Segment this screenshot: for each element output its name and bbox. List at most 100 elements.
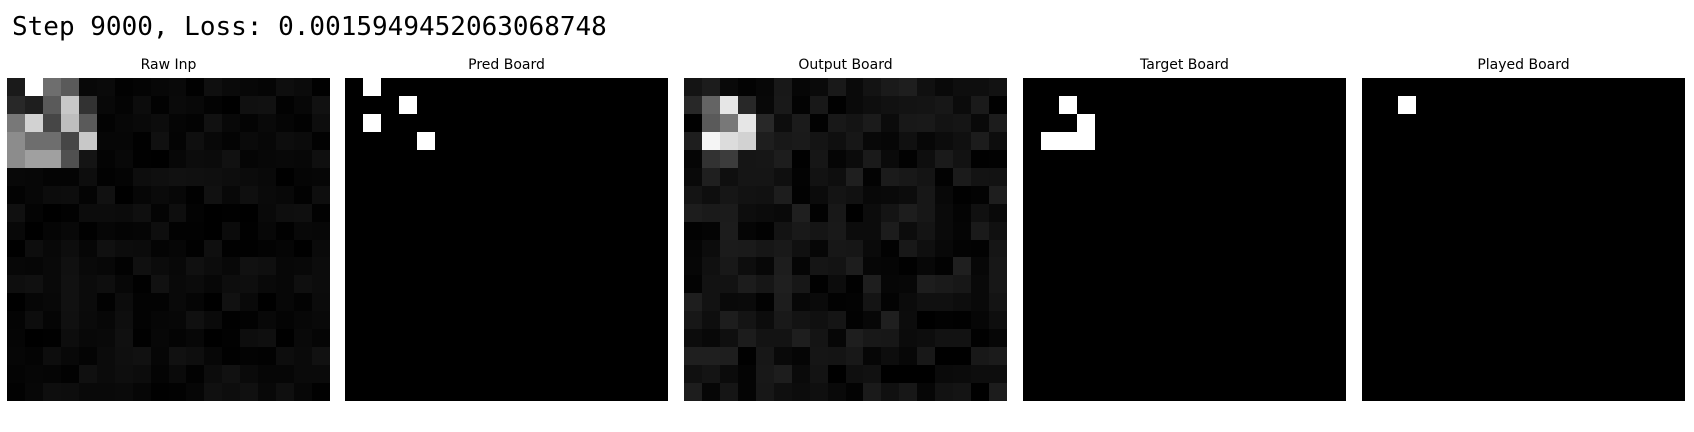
board-cell <box>899 95 918 114</box>
board-cell <box>488 185 507 204</box>
board-cell <box>1274 149 1293 168</box>
board-cell <box>204 167 223 186</box>
board-cell <box>1166 239 1185 258</box>
board-cell <box>24 383 43 401</box>
board-cell <box>1397 383 1416 401</box>
board-cell <box>312 95 330 114</box>
board-cell <box>684 311 702 330</box>
board-cell <box>737 203 756 222</box>
board-cell <box>1433 131 1452 150</box>
board-cell <box>1613 113 1632 132</box>
board-cell <box>971 113 990 132</box>
board-cell <box>1362 203 1380 222</box>
board-cell <box>791 113 810 132</box>
board-cell <box>398 203 417 222</box>
board-cell <box>845 329 864 348</box>
board-cell <box>96 113 115 132</box>
pred-board-title: Pred Board <box>468 57 545 73</box>
target-board-panel: Target Board <box>1023 56 1346 401</box>
board-cell <box>114 185 133 204</box>
board-cell <box>380 329 399 348</box>
board-cell <box>258 185 277 204</box>
board-cell <box>362 347 381 366</box>
board-cell <box>24 329 43 348</box>
board-cell <box>578 347 597 366</box>
board-cell <box>114 383 133 401</box>
board-cell <box>542 149 561 168</box>
board-cell <box>578 239 597 258</box>
board-cell <box>1595 239 1614 258</box>
board-cell <box>294 257 313 276</box>
board-cell <box>222 239 241 258</box>
board-cell <box>863 293 882 312</box>
board-cell <box>258 239 277 258</box>
board-cell <box>684 257 702 276</box>
board-cell <box>294 95 313 114</box>
board-cell <box>416 221 435 240</box>
board-cell <box>312 78 330 96</box>
board-cell <box>755 221 774 240</box>
board-cell <box>506 185 525 204</box>
board-cell <box>827 239 846 258</box>
board-cell <box>1274 365 1293 384</box>
board-cell <box>1040 365 1059 384</box>
board-cell <box>542 167 561 186</box>
board-cell <box>470 185 489 204</box>
board-cell <box>684 329 702 348</box>
board-cell <box>650 185 668 204</box>
board-cell <box>827 113 846 132</box>
board-cell <box>827 149 846 168</box>
board-cell <box>1023 329 1041 348</box>
board-cell <box>1040 95 1059 114</box>
board-cell <box>416 365 435 384</box>
board-cell <box>1130 257 1149 276</box>
board-cell <box>1595 185 1614 204</box>
board-cell <box>380 131 399 150</box>
board-cell <box>1469 239 1488 258</box>
board-cell <box>1469 131 1488 150</box>
played-board <box>1362 78 1685 401</box>
board-cell <box>578 149 597 168</box>
board-cell <box>917 347 936 366</box>
board-cell <box>7 239 25 258</box>
board-cell <box>96 185 115 204</box>
board-cell <box>7 221 25 240</box>
board-cell <box>1023 167 1041 186</box>
board-cell <box>1631 275 1650 294</box>
board-cell <box>1292 365 1311 384</box>
board-cell <box>1451 113 1470 132</box>
board-cell <box>1595 167 1614 186</box>
board-cell <box>1595 383 1614 401</box>
board-cell <box>542 203 561 222</box>
board-cell <box>416 257 435 276</box>
board-cell <box>1397 221 1416 240</box>
board-cell <box>240 149 259 168</box>
board-cell <box>1487 275 1506 294</box>
board-cell <box>1292 293 1311 312</box>
board-cell <box>684 95 702 114</box>
board-cell <box>240 78 259 96</box>
board-cell <box>719 167 738 186</box>
board-cell <box>1667 257 1685 276</box>
board-cell <box>1310 167 1329 186</box>
board-cell <box>1362 293 1380 312</box>
board-cell <box>596 95 615 114</box>
board-cell <box>650 365 668 384</box>
board-cell <box>1577 203 1596 222</box>
board-cell <box>917 95 936 114</box>
board-cell <box>362 383 381 401</box>
board-cell <box>1415 221 1434 240</box>
board-cell <box>684 347 702 366</box>
board-cell <box>222 131 241 150</box>
board-cell <box>1292 239 1311 258</box>
board-cell <box>258 203 277 222</box>
board-cell <box>1130 239 1149 258</box>
board-cell <box>701 275 720 294</box>
board-cell <box>1184 275 1203 294</box>
board-cell <box>1166 275 1185 294</box>
board-cell <box>719 185 738 204</box>
board-cell <box>1559 203 1578 222</box>
board-cell <box>827 383 846 401</box>
board-cell <box>719 293 738 312</box>
board-cell <box>1130 185 1149 204</box>
